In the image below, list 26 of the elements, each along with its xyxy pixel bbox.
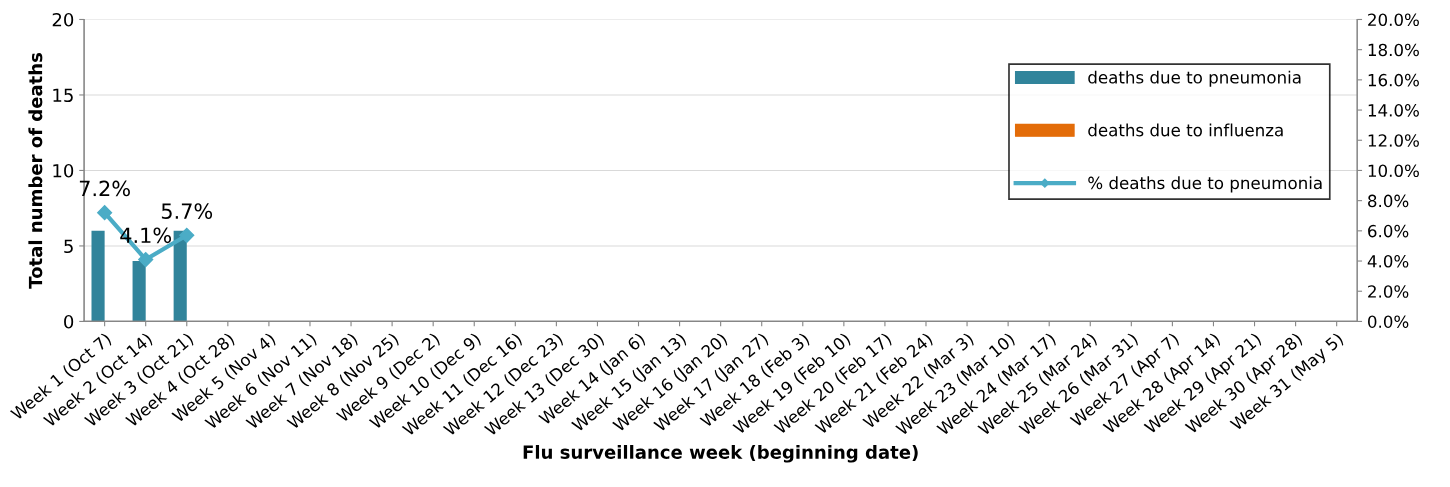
data-label: 7.2% — [79, 180, 130, 197]
y2-tick-label: 2.0% — [1368, 285, 1409, 298]
x-axis-title: Flu surveillance week (beginning date) — [523, 444, 918, 463]
y2-tick-label: 16.0% — [1368, 73, 1419, 87]
y2-tick-label: 20.0% — [1368, 13, 1419, 27]
point — [179, 227, 195, 243]
y2-tick-label: 6.0% — [1368, 224, 1409, 238]
data-label: 5.7% — [161, 203, 213, 219]
y-tick-label: 20 — [52, 12, 74, 27]
y2-tick-label: 4.0% — [1367, 254, 1409, 268]
y-tick-label: 5 — [64, 239, 73, 254]
point — [138, 251, 154, 268]
y2-tick-label: 14.0% — [1368, 104, 1419, 117]
legend-label: % deaths due to pneumonia — [1088, 176, 1322, 193]
y2-tick-label: 10.0% — [1368, 164, 1419, 178]
y2-tick-label: 12.0% — [1368, 134, 1419, 147]
y-tick-label: 0 — [64, 314, 74, 329]
y-tick-label: 15 — [53, 88, 73, 103]
y-tick-label: 10 — [53, 163, 74, 178]
legend-label: deaths due to influenza — [1088, 123, 1283, 137]
y-axis-title: Total number of deaths — [28, 52, 43, 289]
y2-tick-label: 0.0% — [1368, 315, 1409, 328]
y2-tick-label: 8.0% — [1368, 194, 1409, 208]
point — [97, 205, 113, 221]
y2-tick-label: 18.0% — [1368, 43, 1419, 57]
legend-label: deaths due to pneumonia — [1088, 70, 1301, 87]
